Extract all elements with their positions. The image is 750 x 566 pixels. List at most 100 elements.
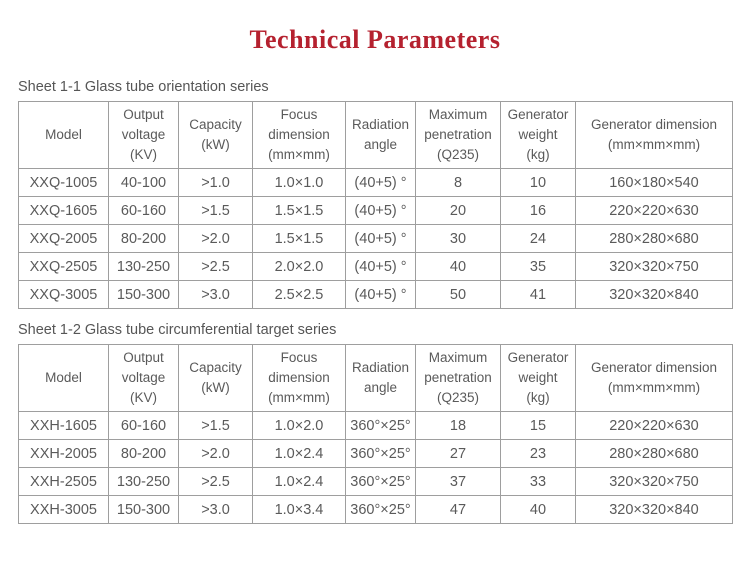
column-header: Radiation angle: [345, 101, 416, 169]
table-cell: XXH-2505: [18, 467, 109, 496]
table-cell: 41: [500, 280, 576, 309]
header-row: Model Output voltage (KV) Capacity (kW) Foc…: [18, 344, 733, 412]
table-cell: 220×220×630: [575, 196, 733, 225]
table-cell: >3.0: [178, 495, 253, 524]
table-cell: XXH-2005: [18, 439, 109, 468]
table-cell: 20: [415, 196, 501, 225]
table-cell: 1.0×2.4: [252, 439, 346, 468]
table-row: XXQ-1605 60-160 >1.5 1.5×1.5 (40+5) ° 20 16 220…: [18, 196, 733, 225]
table-cell: XXQ-1005: [18, 168, 109, 197]
glass-tube-circumferential-table: Model Output voltage (KV) Capacity (kW) Foc…: [18, 344, 733, 524]
column-header: Capacity (kW): [178, 344, 253, 412]
column-header: Maximum penetration (Q235): [415, 101, 501, 169]
table-row: XXQ-3005 150-300 >3.0 2.5×2.5 (40+5) ° 50 41 32…: [18, 280, 733, 309]
column-header: Focus dimension (mm×mm): [252, 344, 346, 412]
technical-parameters-page: Technical Parameters Sheet 1-1 Glass tub…: [0, 27, 750, 524]
header-row: Model Output voltage (KV) Capacity (kW) Foc…: [18, 101, 733, 169]
table-cell: 40: [415, 252, 501, 281]
table-cell: 150-300: [108, 495, 179, 524]
table-cell: XXQ-2505: [18, 252, 109, 281]
table-cell: 280×280×680: [575, 224, 733, 253]
table-cell: 24: [500, 224, 576, 253]
table-cell: 40: [500, 495, 576, 524]
table-cell: 60-160: [108, 196, 179, 225]
table-cell: 37: [415, 467, 501, 496]
table-cell: 27: [415, 439, 501, 468]
table-cell: >2.0: [178, 439, 253, 468]
table-cell: 15: [500, 411, 576, 440]
column-header: Radiation angle: [345, 344, 416, 412]
table-cell: XXH-1605: [18, 411, 109, 440]
table-cell: >2.5: [178, 252, 253, 281]
table-cell: >1.5: [178, 196, 253, 225]
table-cell: 360°×25°: [345, 495, 416, 524]
table-cell: 1.5×1.5: [252, 196, 346, 225]
glass-tube-orientation-table: Model Output voltage (KV) Capacity (kW) Foc…: [18, 101, 733, 309]
sheet-1-2-caption: Sheet 1-2 Glass tube circumferential tar…: [18, 322, 337, 338]
table-cell: 320×320×840: [575, 280, 733, 309]
table-row: XXQ-1005 40-100 >1.0 1.0×1.0 (40+5) ° 8 10 160×…: [18, 168, 733, 197]
table-cell: 8: [415, 168, 501, 197]
column-header: Output voltage (KV): [108, 344, 179, 412]
table-cell: 150-300: [108, 280, 179, 309]
table-cell: 1.5×1.5: [252, 224, 346, 253]
table-cell: 16: [500, 196, 576, 225]
table-cell: 1.0×2.4: [252, 467, 346, 496]
table-cell: (40+5) °: [345, 168, 416, 197]
table-cell: 1.0×2.0: [252, 411, 346, 440]
table-cell: 10: [500, 168, 576, 197]
table-cell: 360°×25°: [345, 439, 416, 468]
sheet-1-2-section: Sheet 1-2 Glass tube circumferential tar…: [0, 322, 750, 524]
table-cell: 60-160: [108, 411, 179, 440]
column-header: Capacity (kW): [178, 101, 253, 169]
table-cell: 2.5×2.5: [252, 280, 346, 309]
column-header: Model: [18, 101, 109, 169]
sheet-1-1-caption: Sheet 1-1 Glass tube orientation series: [18, 79, 269, 95]
column-header: Focus dimension (mm×mm): [252, 101, 346, 169]
table-cell: XXQ-3005: [18, 280, 109, 309]
table-row: XXH-1605 60-160 >1.5 1.0×2.0 360°×25° 18 15 220…: [18, 411, 733, 440]
table-row: XXQ-2005 80-200 >2.0 1.5×1.5 (40+5) ° 30 24 280…: [18, 224, 733, 253]
table-cell: 160×180×540: [575, 168, 733, 197]
table-cell: 320×320×840: [575, 495, 733, 524]
table-cell: >2.5: [178, 467, 253, 496]
table-row: XXH-2505 130-250 >2.5 1.0×2.4 360°×25° 37 33 32…: [18, 467, 733, 496]
table-cell: >1.0: [178, 168, 253, 197]
table-cell: 30: [415, 224, 501, 253]
table-cell: 320×320×750: [575, 252, 733, 281]
table-cell: 35: [500, 252, 576, 281]
table-cell: 50: [415, 280, 501, 309]
table-row: XXH-3005 150-300 >3.0 1.0×3.4 360°×25° 47 40 32…: [18, 495, 733, 524]
table-cell: 40-100: [108, 168, 179, 197]
column-header: Generator dimension (mm×mm×mm): [575, 101, 733, 169]
table-cell: 320×320×750: [575, 467, 733, 496]
table-cell: >3.0: [178, 280, 253, 309]
table-cell: 80-200: [108, 224, 179, 253]
table-cell: 1.0×3.4: [252, 495, 346, 524]
table-cell: 360°×25°: [345, 411, 416, 440]
column-header: Output voltage (KV): [108, 101, 179, 169]
table-cell: (40+5) °: [345, 252, 416, 281]
table-cell: 23: [500, 439, 576, 468]
column-header: Maximum penetration (Q235): [415, 344, 501, 412]
table-cell: 130-250: [108, 467, 179, 496]
table-cell: 280×280×680: [575, 439, 733, 468]
table-cell: 360°×25°: [345, 467, 416, 496]
table-cell: 130-250: [108, 252, 179, 281]
table-cell: (40+5) °: [345, 224, 416, 253]
column-header: Model: [18, 344, 109, 412]
table-cell: XXH-3005: [18, 495, 109, 524]
table-cell: (40+5) °: [345, 196, 416, 225]
table-row: XXH-2005 80-200 >2.0 1.0×2.4 360°×25° 27 23 280…: [18, 439, 733, 468]
table-cell: XXQ-2005: [18, 224, 109, 253]
column-header: Generator weight (kg): [500, 101, 576, 169]
column-header: Generator dimension (mm×mm×mm): [575, 344, 733, 412]
table-cell: 1.0×1.0: [252, 168, 346, 197]
table-cell: (40+5) °: [345, 280, 416, 309]
table-row: XXQ-2505 130-250 >2.5 2.0×2.0 (40+5) ° 40 35 32…: [18, 252, 733, 281]
table-cell: 18: [415, 411, 501, 440]
column-header: Generator weight (kg): [500, 344, 576, 412]
table-cell: 220×220×630: [575, 411, 733, 440]
page-title: Technical Parameters: [249, 25, 501, 54]
table-cell: >1.5: [178, 411, 253, 440]
